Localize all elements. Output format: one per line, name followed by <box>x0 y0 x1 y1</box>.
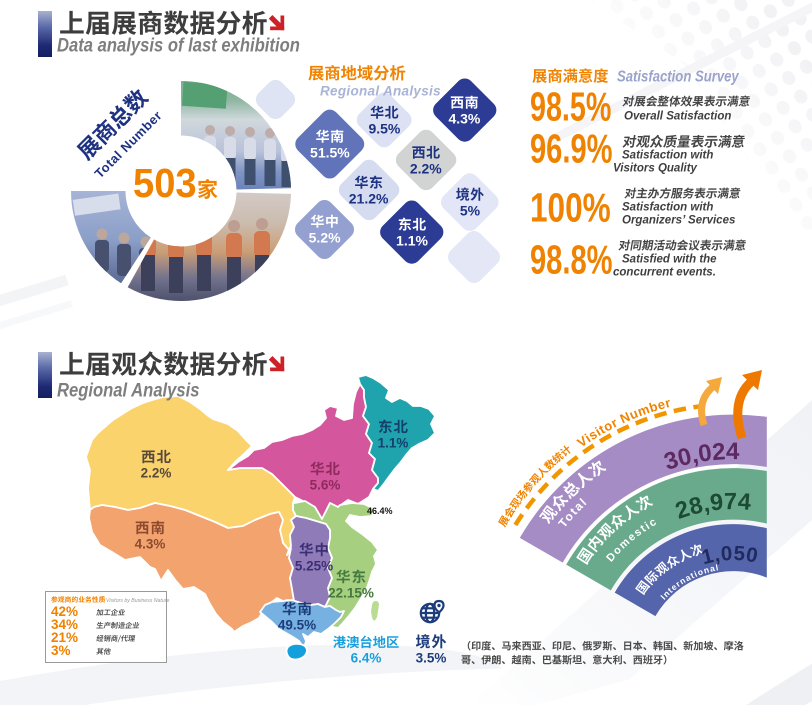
svg-text:1,050: 1,050 <box>699 542 760 569</box>
svg-text:28,974: 28,974 <box>672 488 752 524</box>
svg-text:Satisfaction with: Satisfaction with <box>622 150 713 162</box>
svg-text:21.2%: 21.2% <box>349 191 389 207</box>
svg-text:3%: 3% <box>51 643 71 658</box>
svg-text:100%: 100% <box>530 185 611 231</box>
svg-text:concurrent events.: concurrent events. <box>613 267 716 279</box>
svg-text:Regional Analysis: Regional Analysis <box>320 84 441 99</box>
svg-text:5.25%: 5.25% <box>295 559 333 574</box>
svg-text:98.8%: 98.8% <box>530 237 613 283</box>
svg-text:5.6%: 5.6% <box>310 478 341 493</box>
svg-text:3.5%: 3.5% <box>416 651 447 666</box>
svg-text:2.2%: 2.2% <box>410 161 442 177</box>
svg-text:Overall Satisfaction: Overall Satisfaction <box>624 111 731 123</box>
svg-text:9.5%: 9.5% <box>368 121 400 137</box>
svg-text:Satisfaction with: Satisfaction with <box>622 202 713 214</box>
svg-text:Organizers’ Services: Organizers’ Services <box>622 215 735 227</box>
svg-text:Data analysis of last exhibiti: Data analysis of last exhibition <box>57 34 300 55</box>
svg-text:34%: 34% <box>51 617 78 632</box>
svg-text:1.1%: 1.1% <box>378 436 409 451</box>
svg-text:21%: 21% <box>51 630 78 645</box>
svg-text:Visitor Number: Visitor Number <box>574 395 672 450</box>
svg-text:5%: 5% <box>460 203 481 219</box>
svg-text:503: 503 <box>133 161 197 207</box>
svg-text:4.3%: 4.3% <box>448 111 480 127</box>
svg-text:49.5%: 49.5% <box>278 618 316 633</box>
svg-text:Regional Analysis: Regional Analysis <box>57 379 200 400</box>
svg-text:46.4%: 46.4% <box>367 506 393 516</box>
svg-text:5.2%: 5.2% <box>309 230 341 246</box>
svg-text:2.2%: 2.2% <box>141 466 172 481</box>
svg-text:22.15%: 22.15% <box>328 586 374 601</box>
svg-text:30,024: 30,024 <box>661 438 740 476</box>
svg-text:42%: 42% <box>51 604 78 619</box>
svg-text:Visitors by Business Nature: Visitors by Business Nature <box>106 598 169 604</box>
svg-text:Visitors Quality: Visitors Quality <box>613 163 698 175</box>
svg-text:98.5%: 98.5% <box>530 85 611 130</box>
svg-text:4.3%: 4.3% <box>135 537 166 552</box>
svg-text:1.1%: 1.1% <box>396 233 428 249</box>
svg-text:96.9%: 96.9% <box>530 126 613 172</box>
svg-text:Satisfaction Survey: Satisfaction Survey <box>617 68 739 85</box>
svg-text:6.4%: 6.4% <box>351 651 382 666</box>
svg-text:Satisfied with the: Satisfied with the <box>622 254 717 266</box>
svg-text:51.5%: 51.5% <box>310 145 350 161</box>
